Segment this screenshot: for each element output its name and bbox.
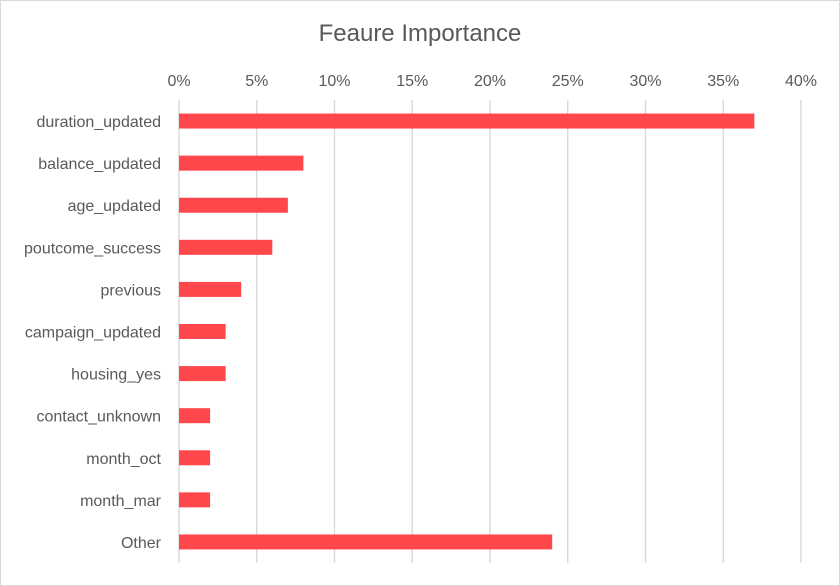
category-label: month_mar [80,493,162,510]
x-tick-label: 20% [474,73,506,90]
category-label: Other [121,535,162,552]
x-tick-label: 35% [707,73,739,90]
x-tick-label: 40% [785,73,817,90]
category-label: duration_updated [36,114,161,131]
bar [179,366,226,382]
bar [179,324,226,339]
bar [179,492,211,508]
category-label: month_oct [86,451,161,468]
bar [179,281,242,297]
category-label: campaign_updated [25,325,161,342]
gridlines [178,100,802,563]
category-label: contact_unknown [36,409,161,426]
bar [179,239,273,255]
category-label: previous [101,282,161,299]
bar [179,197,288,213]
category-label: poutcome_success [24,240,161,257]
x-tick-label: 25% [552,73,584,90]
x-tick-label: 15% [396,73,428,90]
bar [179,450,211,466]
x-tick-label: 0% [167,73,190,90]
x-axis-ticks: 0% 5% 10% 15% 20% 25% 30% 35% 40% [167,73,817,90]
category-label: housing_yes [71,367,161,384]
bar [179,113,755,129]
bar [179,534,553,550]
x-tick-label: 10% [318,73,350,90]
category-label: age_updated [68,198,161,215]
x-tick-label: 5% [245,73,268,90]
chart-title: Feaure Importance [318,20,522,47]
bars [179,113,755,550]
bar [179,155,304,171]
category-labels: duration_updated balance_updated age_updat… [24,114,162,552]
category-label: balance_updated [38,156,161,173]
bar [179,408,211,424]
x-tick-label: 30% [629,73,661,90]
